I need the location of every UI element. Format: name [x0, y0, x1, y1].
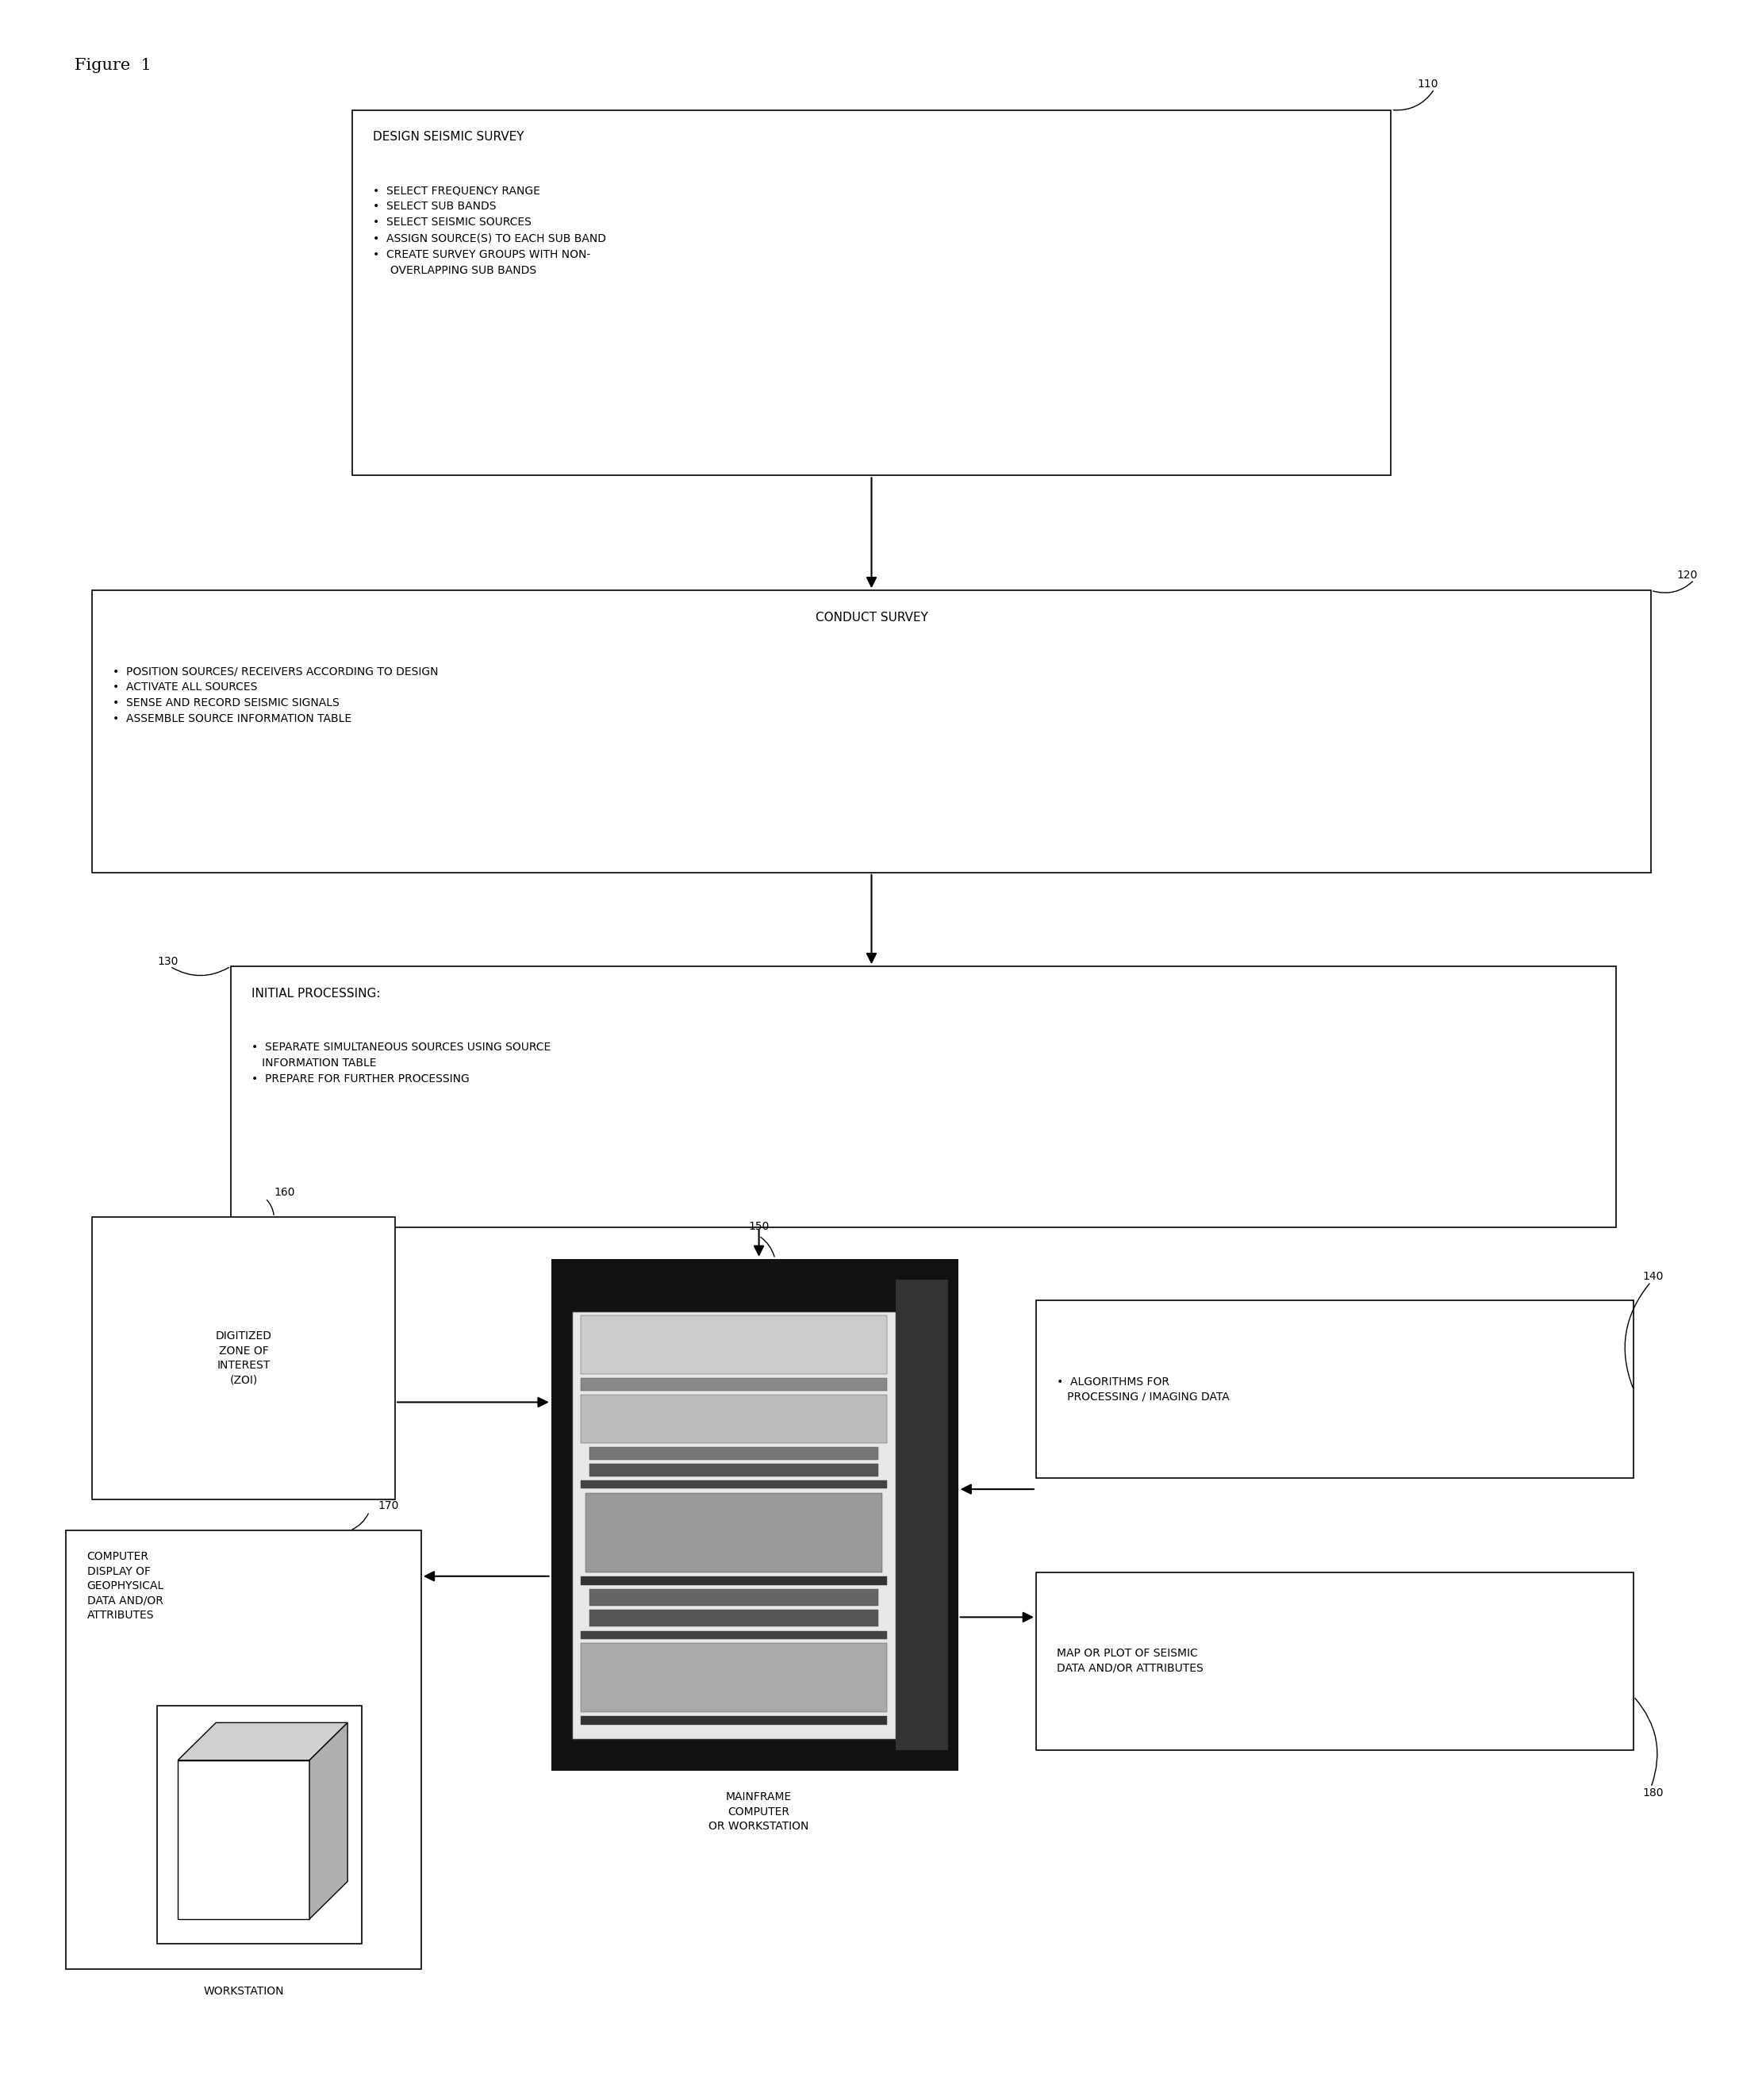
Text: COMPUTER
DISPLAY OF
GEOPHYSICAL
DATA AND/OR
ATTRIBUTES: COMPUTER DISPLAY OF GEOPHYSICAL DATA AND… — [87, 1552, 164, 1621]
Bar — [580, 1644, 887, 1711]
Bar — [580, 1577, 887, 1586]
Text: 110: 110 — [1417, 78, 1438, 90]
Text: •  ALGORITHMS FOR
   PROCESSING / IMAGING DATA: • ALGORITHMS FOR PROCESSING / IMAGING DA… — [1056, 1378, 1229, 1403]
Bar — [1035, 1300, 1633, 1478]
Bar — [66, 1531, 422, 1970]
Bar — [92, 1218, 396, 1499]
Bar — [589, 1590, 878, 1606]
Bar — [551, 1258, 959, 1770]
Text: 140: 140 — [1642, 1270, 1663, 1281]
Text: 170: 170 — [378, 1502, 399, 1512]
Text: DIGITIZED
ZONE OF
INTEREST
(ZOI): DIGITIZED ZONE OF INTEREST (ZOI) — [216, 1331, 272, 1386]
Text: MAP OR PLOT OF SEISMIC
DATA AND/OR ATTRIBUTES: MAP OR PLOT OF SEISMIC DATA AND/OR ATTRI… — [1056, 1648, 1203, 1674]
Polygon shape — [310, 1722, 347, 1919]
Bar — [580, 1480, 887, 1489]
Text: •  SELECT FREQUENCY RANGE
•  SELECT SUB BANDS
•  SELECT SEISMIC SOURCES
•  ASSIG: • SELECT FREQUENCY RANGE • SELECT SUB BA… — [373, 185, 607, 275]
Bar — [580, 1632, 887, 1640]
Bar — [572, 1310, 896, 1739]
Bar — [352, 109, 1391, 475]
Text: •  SEPARATE SIMULTANEOUS SOURCES USING SOURCE
   INFORMATION TABLE
•  PREPARE FO: • SEPARATE SIMULTANEOUS SOURCES USING SO… — [251, 1042, 551, 1084]
Text: INITIAL PROCESSING:: INITIAL PROCESSING: — [251, 987, 380, 1000]
Bar — [92, 590, 1651, 871]
Text: WORKSTATION: WORKSTATION — [204, 1987, 284, 1997]
Text: 130: 130 — [159, 956, 180, 968]
Bar — [580, 1716, 887, 1724]
Bar — [589, 1611, 878, 1628]
Text: DESIGN SEISMIC SURVEY: DESIGN SEISMIC SURVEY — [373, 130, 525, 143]
Text: MAINFRAME
COMPUTER
OR WORKSTATION: MAINFRAME COMPUTER OR WORKSTATION — [709, 1791, 809, 1831]
Bar — [586, 1493, 882, 1573]
Bar — [589, 1464, 878, 1476]
Bar — [580, 1315, 887, 1373]
Bar — [230, 966, 1616, 1228]
Text: 150: 150 — [748, 1220, 769, 1233]
Bar — [580, 1378, 887, 1390]
Text: Figure  1: Figure 1 — [75, 57, 152, 74]
Text: CONDUCT SURVEY: CONDUCT SURVEY — [816, 611, 927, 624]
Polygon shape — [178, 1722, 347, 1760]
Bar — [589, 1447, 878, 1460]
Polygon shape — [178, 1760, 310, 1919]
Bar — [1035, 1573, 1633, 1749]
Text: •  POSITION SOURCES/ RECEIVERS ACCORDING TO DESIGN
•  ACTIVATE ALL SOURCES
•  SE: • POSITION SOURCES/ RECEIVERS ACCORDING … — [113, 666, 439, 724]
Bar — [896, 1279, 948, 1749]
Text: 180: 180 — [1642, 1787, 1663, 1798]
Polygon shape — [157, 1705, 361, 1945]
Text: 120: 120 — [1677, 569, 1698, 580]
Bar — [580, 1394, 887, 1443]
Text: 160: 160 — [274, 1186, 295, 1199]
